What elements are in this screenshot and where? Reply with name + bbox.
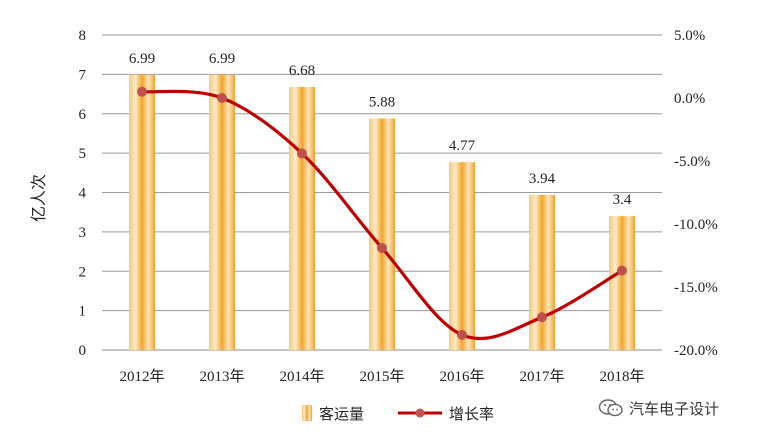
bar-labels: 6.99 6.99 6.68 5.88 4.77 3.94 3.4 bbox=[129, 51, 632, 208]
left-tick-label: 3 bbox=[79, 225, 87, 241]
left-tick-label: 2 bbox=[79, 264, 87, 280]
bars bbox=[129, 74, 635, 351]
left-tick-label: 1 bbox=[79, 304, 87, 320]
bar bbox=[609, 216, 635, 350]
bar bbox=[449, 162, 475, 350]
wechat-icon bbox=[598, 399, 623, 417]
right-tick-label: -10.0% bbox=[674, 217, 718, 233]
left-tick-label: 4 bbox=[79, 186, 87, 202]
right-axis-ticks: 5.0% 0.0% -5.0% -10.0% -15.0% -20.0% bbox=[674, 28, 718, 359]
left-tick-label: 0 bbox=[79, 343, 87, 359]
bar-data-label: 6.68 bbox=[289, 63, 315, 79]
x-tick-label: 2013年 bbox=[199, 368, 244, 385]
bar-data-label: 6.99 bbox=[129, 51, 155, 67]
left-tick-label: 7 bbox=[79, 67, 87, 83]
right-tick-label: 0.0% bbox=[674, 91, 705, 107]
legend-line-marker bbox=[415, 408, 425, 418]
growth-point bbox=[617, 265, 627, 276]
x-tick-label: 2018年 bbox=[599, 368, 644, 385]
left-axis-ticks: 0 1 2 3 4 5 6 7 8 bbox=[79, 28, 87, 359]
growth-point bbox=[457, 329, 467, 340]
bar bbox=[129, 74, 155, 351]
right-tick-label: -5.0% bbox=[674, 154, 710, 170]
x-tick-label: 2017年 bbox=[519, 368, 564, 385]
bar bbox=[209, 74, 235, 351]
legend-line-label: 增长率 bbox=[449, 405, 494, 423]
growth-point bbox=[297, 148, 307, 159]
legend: 客运量 增长率 bbox=[302, 405, 494, 423]
bar bbox=[529, 194, 555, 350]
legend-bar-label: 客运量 bbox=[319, 405, 364, 423]
bar bbox=[369, 118, 395, 350]
growth-point bbox=[537, 312, 547, 323]
left-tick-label: 6 bbox=[79, 107, 87, 123]
right-tick-label: -15.0% bbox=[674, 280, 718, 296]
x-tick-label: 2014年 bbox=[279, 368, 324, 385]
growth-point bbox=[217, 93, 227, 103]
x-tick-label: 2015年 bbox=[359, 368, 404, 385]
growth-point bbox=[137, 86, 147, 97]
x-tick-label: 2016年 bbox=[439, 368, 484, 385]
left-tick-label: 5 bbox=[79, 146, 87, 162]
watermark: 汽车电子设计 bbox=[598, 397, 719, 419]
right-tick-label: -20.0% bbox=[674, 343, 718, 359]
x-tick-label: 2012年 bbox=[119, 368, 164, 385]
bar-data-label: 6.99 bbox=[209, 51, 235, 67]
growth-line bbox=[137, 86, 627, 341]
growth-point bbox=[377, 242, 387, 253]
bar-data-label: 4.77 bbox=[449, 138, 476, 154]
bar bbox=[289, 86, 315, 350]
x-axis-ticks: 2012年 2013年 2014年 2015年 2016年 2017年 2018年 bbox=[119, 368, 644, 385]
y-axis-label: 亿人次 bbox=[29, 174, 48, 222]
bar-data-label: 3.4 bbox=[613, 192, 632, 208]
bar-data-label: 3.94 bbox=[529, 171, 556, 187]
left-tick-label: 8 bbox=[79, 28, 87, 44]
bar-data-label: 5.88 bbox=[369, 94, 395, 110]
legend-bar-swatch bbox=[302, 405, 312, 421]
watermark-text: 汽车电子设计 bbox=[629, 399, 720, 418]
right-tick-label: 5.0% bbox=[674, 28, 705, 44]
